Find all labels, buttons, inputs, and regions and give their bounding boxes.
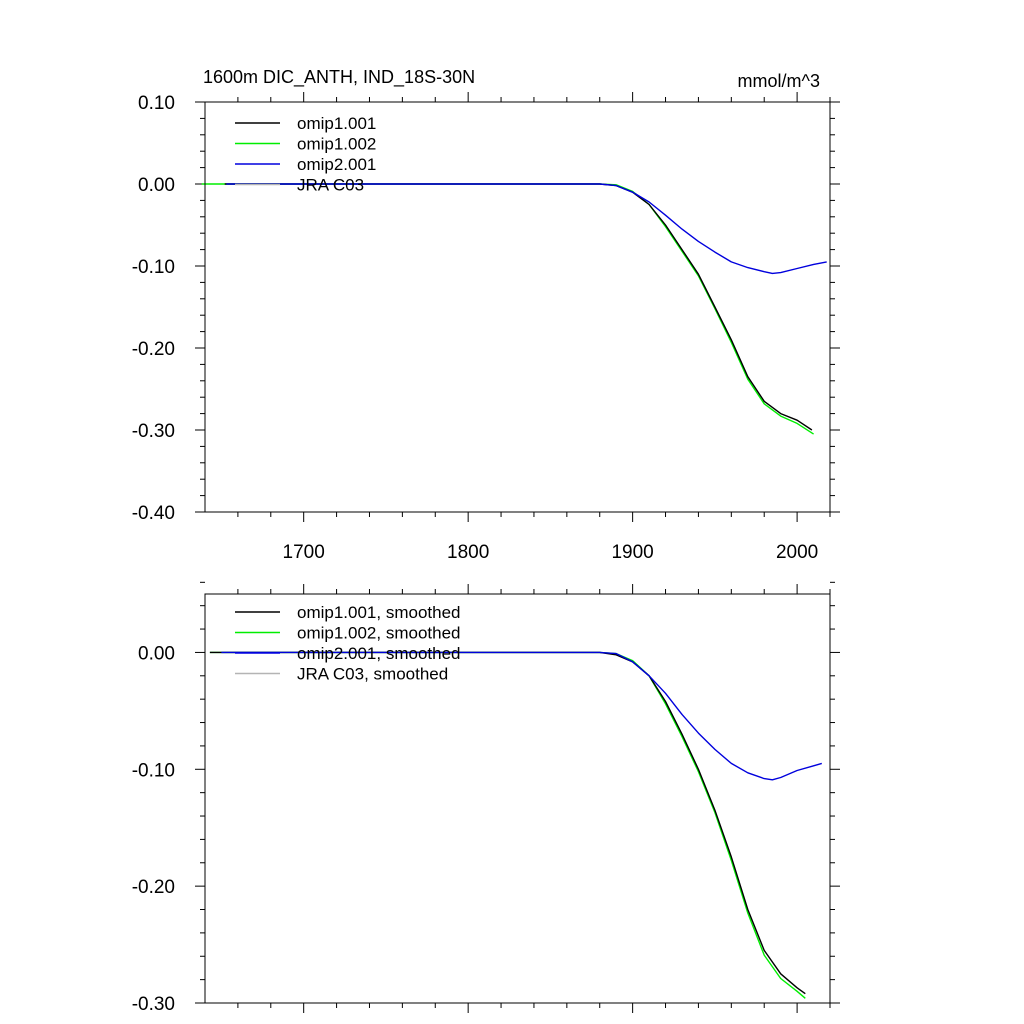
- top-plot-frame: [204, 101, 831, 513]
- legend-label-omip2-001: omip2.001: [297, 155, 376, 174]
- bottom-plot-frame: [204, 593, 831, 1004]
- legend-label-omip2-001: omip2.001, smoothed: [297, 644, 461, 663]
- series-line-omip2-001: [221, 651, 822, 781]
- legend-label-jra-c03: JRA C03: [297, 176, 364, 195]
- top-chart-title: 1600m DIC_ANTH, IND_18S-30N: [203, 67, 475, 88]
- bottom-panel: 0.00-0.10-0.20-0.30 omip1.001, smoothedo…: [132, 581, 840, 1015]
- bottom-tick-marks: [195, 581, 840, 1013]
- y-tick-label: 0.00: [138, 643, 175, 664]
- top-panel: 0.10 0.00 -0.10 -0.20 -0.30 -0.40 1700 1800 1900…: [132, 67, 840, 563]
- legend-label-omip1-001: omip1.001, smoothed: [297, 603, 461, 622]
- y-tick-label: -0.30: [132, 994, 175, 1015]
- legend-label-omip1-001: omip1.001: [297, 114, 376, 133]
- top-series-lines: [201, 183, 827, 435]
- x-tick-label: 1700: [283, 542, 325, 563]
- x-tick-label: 1800: [447, 542, 489, 563]
- x-tick-label: 1900: [611, 542, 653, 563]
- y-tick-label: -0.10: [132, 760, 175, 781]
- legend-label-omip1-002: omip1.002, smoothed: [297, 624, 461, 643]
- bottom-legend: omip1.001, smoothed omip1.002, smoothedom…: [235, 603, 461, 684]
- y-tick-label: -0.30: [132, 421, 175, 442]
- series-line-omip2-001: [226, 183, 827, 275]
- y-tick-label: -0.10: [132, 257, 175, 278]
- y-tick-label: 0.10: [138, 93, 175, 114]
- bottom-series-lines: [209, 651, 822, 999]
- y-tick-label: 0.00: [138, 175, 175, 196]
- top-units-label: mmol/m^3: [738, 71, 820, 91]
- top-tick-marks: [195, 92, 840, 522]
- bottom-tick-labels: 0.00 -0.10 -0.20 -0.30: [132, 643, 175, 1015]
- y-tick-label: -0.40: [132, 503, 175, 524]
- y-tick-label: -0.20: [132, 877, 175, 898]
- legend-label-jra-c03: JRA C03, smoothed: [297, 665, 448, 684]
- top-tick-labels: 0.10 0.00 -0.10 -0.20 -0.30 -0.40 1700 1800 1900…: [132, 93, 819, 563]
- legend-label-omip1-002: omip1.002: [297, 135, 376, 154]
- x-tick-label: 2000: [776, 542, 818, 563]
- y-tick-label: -0.20: [132, 339, 175, 360]
